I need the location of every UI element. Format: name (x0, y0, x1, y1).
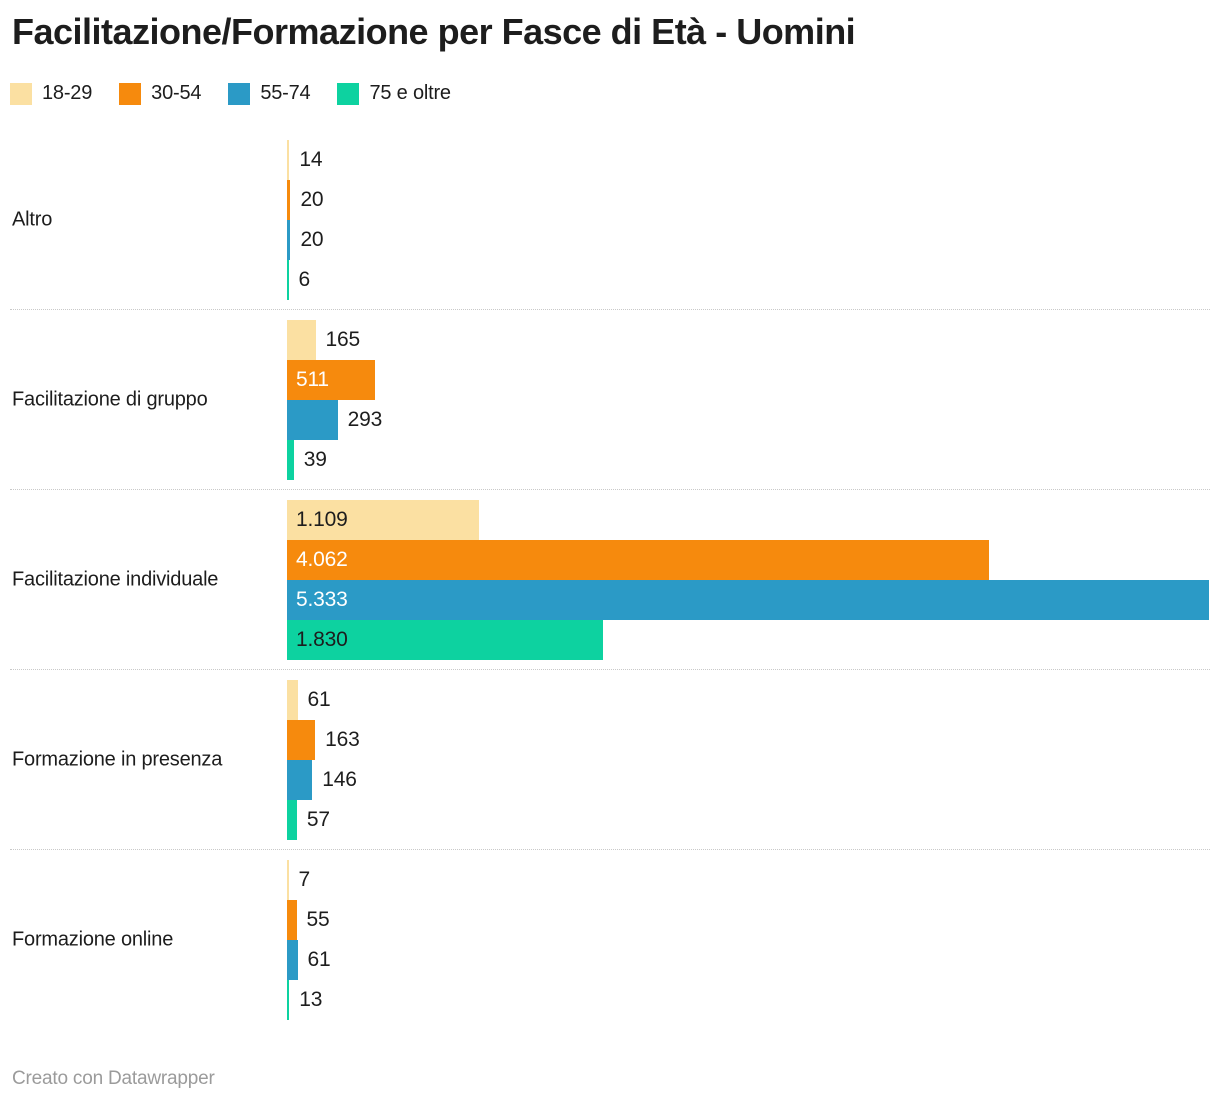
bar-value-label: 163 (325, 728, 360, 752)
legend-swatch-icon (10, 82, 32, 105)
bar-group: 1.109 4.062 5.333 1.830 (287, 500, 1209, 661)
legend-label: 18-29 (42, 82, 93, 105)
bar-line: 61 (287, 940, 1209, 981)
bar-segment (287, 320, 316, 361)
bar-value-label: 1.109 (296, 508, 348, 532)
bar-group: 165 511 293 39 (287, 320, 1209, 481)
datawrapper-credit-link[interactable]: Creato con Datawrapper (12, 1068, 215, 1090)
bar-value-label: 61 (307, 688, 331, 712)
bar-line: 163 (287, 720, 1209, 761)
page-title: Facilitazione/Formazione per Fasce di Et… (12, 11, 856, 52)
bar-segment (287, 800, 297, 841)
legend-item: 55-74 (228, 82, 311, 105)
bar-segment (287, 260, 289, 301)
bar-line: 5.333 (287, 580, 1209, 621)
bar-group: 61 163 146 57 (287, 680, 1209, 841)
bar-segment (287, 680, 298, 721)
bar-value-label: 1.830 (296, 628, 348, 652)
bar-segment (287, 140, 290, 181)
bar-value-label: 146 (322, 768, 357, 792)
bar-line: 146 (287, 760, 1209, 801)
bar-value-label: 20 (300, 228, 324, 252)
legend-swatch-icon (228, 82, 251, 105)
legend-label: 30-54 (151, 82, 202, 105)
bar-segment (287, 400, 338, 441)
bar-line: 55 (287, 900, 1209, 941)
legend-swatch-icon (337, 82, 360, 105)
legend-item: 75 e oltre (337, 82, 451, 105)
bar-line: 61 (287, 680, 1209, 721)
bar-segment (287, 720, 316, 761)
bar-segment (287, 540, 990, 581)
bar-group: 7 55 61 13 (287, 860, 1209, 1021)
bar-value-label: 511 (296, 368, 329, 392)
bar-value-label: 4.062 (296, 548, 348, 572)
legend-label: 55-74 (260, 82, 311, 105)
bar-line: 57 (287, 800, 1209, 841)
bar-value-label: 14 (299, 148, 323, 172)
bar-segment (287, 500, 479, 541)
bar-line: 1.109 (287, 500, 1209, 541)
bar-chart: Altro 14 20 20 6 Facilitazione di gruppo 165 51… (0, 130, 1220, 1030)
category-label: Formazione in presenza (12, 748, 223, 771)
legend-item: 30-54 (119, 82, 202, 105)
bar-value-label: 20 (300, 188, 324, 212)
bar-segment (287, 620, 604, 661)
bar-value-label: 6 (298, 268, 311, 292)
bar-value-label: 165 (325, 328, 361, 352)
bar-value-label: 7 (298, 868, 311, 892)
category-label: Facilitazione di gruppo (12, 388, 208, 411)
bar-segment (287, 940, 298, 981)
bar-value-label: 5.333 (296, 588, 348, 612)
bar-line: 13 (287, 980, 1209, 1021)
bar-line: 6 (287, 260, 1209, 301)
bar-segment (287, 980, 290, 1021)
bar-line: 20 (287, 180, 1209, 221)
legend-item: 18-29 (10, 82, 92, 105)
bar-line: 7 (287, 860, 1209, 901)
bar-value-label: 39 (303, 448, 327, 472)
bar-value-label: 61 (307, 948, 331, 972)
legend-swatch-icon (119, 82, 142, 105)
bar-line: 39 (287, 440, 1209, 481)
bar-line: 165 (287, 320, 1209, 361)
legend-label: 75 e oltre (369, 82, 451, 105)
bar-line: 511 (287, 360, 1209, 401)
bar-value-label: 55 (306, 908, 330, 932)
bar-value-label: 13 (299, 988, 323, 1012)
bar-line: 14 (287, 140, 1209, 181)
category-row: Facilitazione individuale 1.109 4.062 5.333… (10, 490, 1210, 671)
category-label: Altro (12, 208, 53, 231)
category-row: Formazione online 7 55 61 13 (10, 850, 1210, 1030)
bar-segment (287, 440, 294, 481)
bar-segment (287, 580, 1209, 621)
chart-legend: 18-29 30-54 55-74 75 e oltre (10, 82, 1220, 105)
bar-segment (287, 860, 289, 901)
bar-line: 293 (287, 400, 1209, 441)
bar-segment (287, 760, 313, 801)
bar-segment (287, 900, 297, 941)
bar-value-label: 293 (347, 408, 383, 432)
bar-segment (287, 220, 291, 261)
bar-line: 4.062 (287, 540, 1209, 581)
bar-line: 1.830 (287, 620, 1209, 661)
bar-group: 14 20 20 6 (287, 140, 1209, 301)
bar-line: 20 (287, 220, 1209, 261)
category-label: Facilitazione individuale (12, 568, 219, 591)
category-row: Facilitazione di gruppo 165 511 293 39 (10, 310, 1210, 491)
bar-value-label: 57 (306, 808, 330, 832)
bar-segment (287, 360, 376, 401)
bar-segment (287, 180, 291, 221)
category-row: Altro 14 20 20 6 (10, 130, 1210, 311)
category-row: Formazione in presenza 61 163 146 57 (10, 670, 1210, 851)
category-label: Formazione online (12, 928, 174, 951)
